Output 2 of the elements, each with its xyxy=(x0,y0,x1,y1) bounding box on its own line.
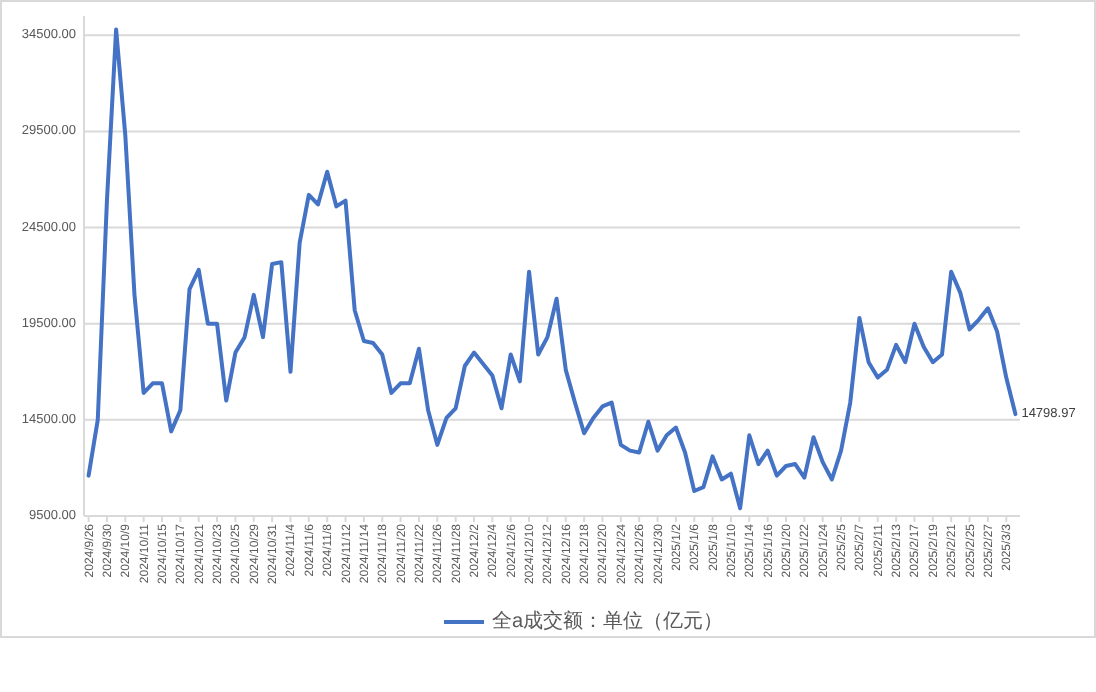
legend-label: 全a成交额：单位（亿元） xyxy=(492,609,724,633)
line-series xyxy=(86,27,1018,511)
